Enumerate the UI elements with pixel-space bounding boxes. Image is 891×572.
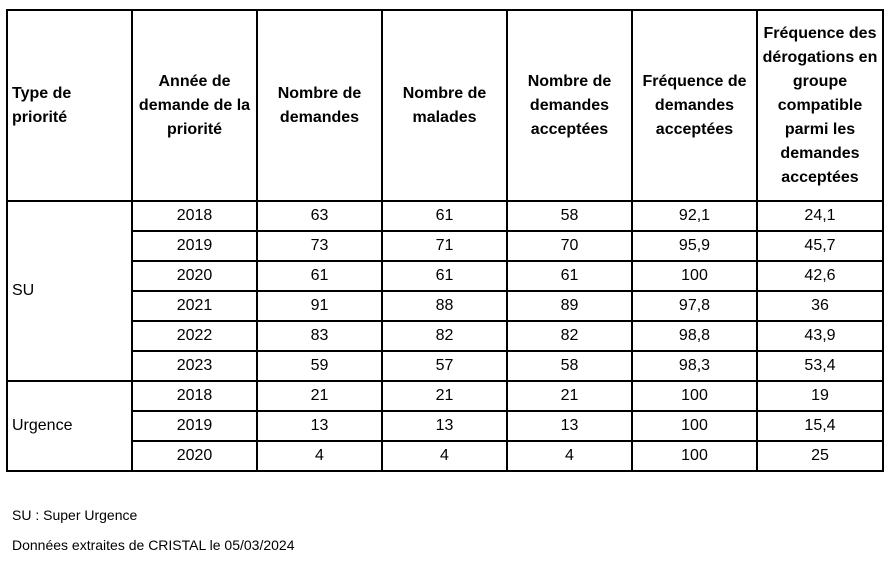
header-type-priorite: Type de priorité (6, 9, 133, 202)
cell-nombre-demandes: 61 (256, 260, 383, 292)
table-body: SU 2018 63 61 58 92,1 24,1 2019 73 71 70 95,9 45,7 20… (6, 200, 884, 472)
cell-type-priorite: SU (6, 200, 133, 382)
cell-annee: 2020 (131, 440, 258, 472)
cell-nombre-malades: 61 (381, 200, 508, 232)
table-row: 2019 73 71 70 95,9 45,7 (7, 230, 884, 262)
cell-demandes-acceptees: 58 (506, 200, 633, 232)
cell-demandes-acceptees: 13 (506, 410, 633, 442)
cell-frequence-derogations: 15,4 (756, 410, 884, 442)
cell-annee: 2021 (131, 290, 258, 322)
cell-frequence-acceptees: 97,8 (631, 290, 758, 322)
footnote-source: Données extraites de CRISTAL le 05/03/20… (12, 537, 295, 553)
cell-demandes-acceptees: 82 (506, 320, 633, 352)
cell-frequence-derogations: 45,7 (756, 230, 884, 262)
cell-frequence-acceptees: 95,9 (631, 230, 758, 262)
cell-frequence-derogations: 25 (756, 440, 884, 472)
cell-annee: 2020 (131, 260, 258, 292)
cell-frequence-acceptees: 92,1 (631, 200, 758, 232)
cell-frequence-derogations: 19 (756, 380, 884, 412)
cell-nombre-demandes: 91 (256, 290, 383, 322)
table-row: 2020 4 4 4 100 25 (7, 440, 884, 472)
table-row: 2022 83 82 82 98,8 43,9 (7, 320, 884, 352)
cell-nombre-malades: 71 (381, 230, 508, 262)
cell-frequence-acceptees: 98,3 (631, 350, 758, 382)
cell-demandes-acceptees: 61 (506, 260, 633, 292)
cell-nombre-demandes: 13 (256, 410, 383, 442)
cell-nombre-malades: 4 (381, 440, 508, 472)
cell-annee: 2023 (131, 350, 258, 382)
cell-nombre-malades: 61 (381, 260, 508, 292)
table-row: 2023 59 57 58 98,3 53,4 (7, 350, 884, 382)
cell-frequence-derogations: 53,4 (756, 350, 884, 382)
cell-nombre-demandes: 83 (256, 320, 383, 352)
cell-annee: 2022 (131, 320, 258, 352)
cell-frequence-derogations: 43,9 (756, 320, 884, 352)
cell-frequence-acceptees: 100 (631, 410, 758, 442)
priority-requests-table: Type de priorité Année de demande de la … (6, 9, 884, 472)
cell-nombre-demandes: 59 (256, 350, 383, 382)
cell-nombre-demandes: 73 (256, 230, 383, 262)
cell-nombre-malades: 82 (381, 320, 508, 352)
table-row: SU 2018 63 61 58 92,1 24,1 (6, 200, 884, 382)
cell-frequence-acceptees: 100 (631, 260, 758, 292)
cell-frequence-derogations: 24,1 (756, 200, 884, 232)
cell-demandes-acceptees: 58 (506, 350, 633, 382)
table-row: 2020 61 61 61 100 42,6 (7, 260, 884, 292)
cell-annee: 2019 (131, 230, 258, 262)
cell-nombre-malades: 88 (381, 290, 508, 322)
header-demandes-acceptees: Nombre de demandes acceptées (506, 9, 633, 202)
cell-nombre-malades: 57 (381, 350, 508, 382)
header-frequence-acceptees: Fréquence de demandes acceptées (631, 9, 758, 202)
cell-nombre-malades: 21 (381, 380, 508, 412)
table-row: 2019 13 13 13 100 15,4 (7, 410, 884, 442)
header-nombre-malades: Nombre de malades (381, 9, 508, 202)
table-row: Urgence 2018 21 21 21 100 19 (6, 380, 884, 472)
cell-annee: 2018 (131, 380, 258, 412)
cell-frequence-derogations: 42,6 (756, 260, 884, 292)
table-header-row: Type de priorité Année de demande de la … (6, 9, 884, 202)
header-frequence-derogations: Fréquence des dérogations en groupe comp… (756, 9, 884, 202)
cell-frequence-acceptees: 98,8 (631, 320, 758, 352)
cell-demandes-acceptees: 4 (506, 440, 633, 472)
cell-nombre-demandes: 21 (256, 380, 383, 412)
cell-nombre-demandes: 4 (256, 440, 383, 472)
footnote-abbreviation: SU : Super Urgence (12, 507, 138, 523)
cell-nombre-demandes: 63 (256, 200, 383, 232)
cell-frequence-acceptees: 100 (631, 380, 758, 412)
cell-annee: 2018 (131, 200, 258, 232)
cell-demandes-acceptees: 70 (506, 230, 633, 262)
header-nombre-demandes: Nombre de demandes (256, 9, 383, 202)
cell-demandes-acceptees: 89 (506, 290, 633, 322)
cell-demandes-acceptees: 21 (506, 380, 633, 412)
cell-type-priorite: Urgence (6, 380, 133, 472)
cell-nombre-malades: 13 (381, 410, 508, 442)
cell-frequence-derogations: 36 (756, 290, 884, 322)
cell-annee: 2019 (131, 410, 258, 442)
cell-frequence-acceptees: 100 (631, 440, 758, 472)
table-row: 2021 91 88 89 97,8 36 (7, 290, 884, 322)
header-annee-demande: Année de demande de la priorité (131, 9, 258, 202)
